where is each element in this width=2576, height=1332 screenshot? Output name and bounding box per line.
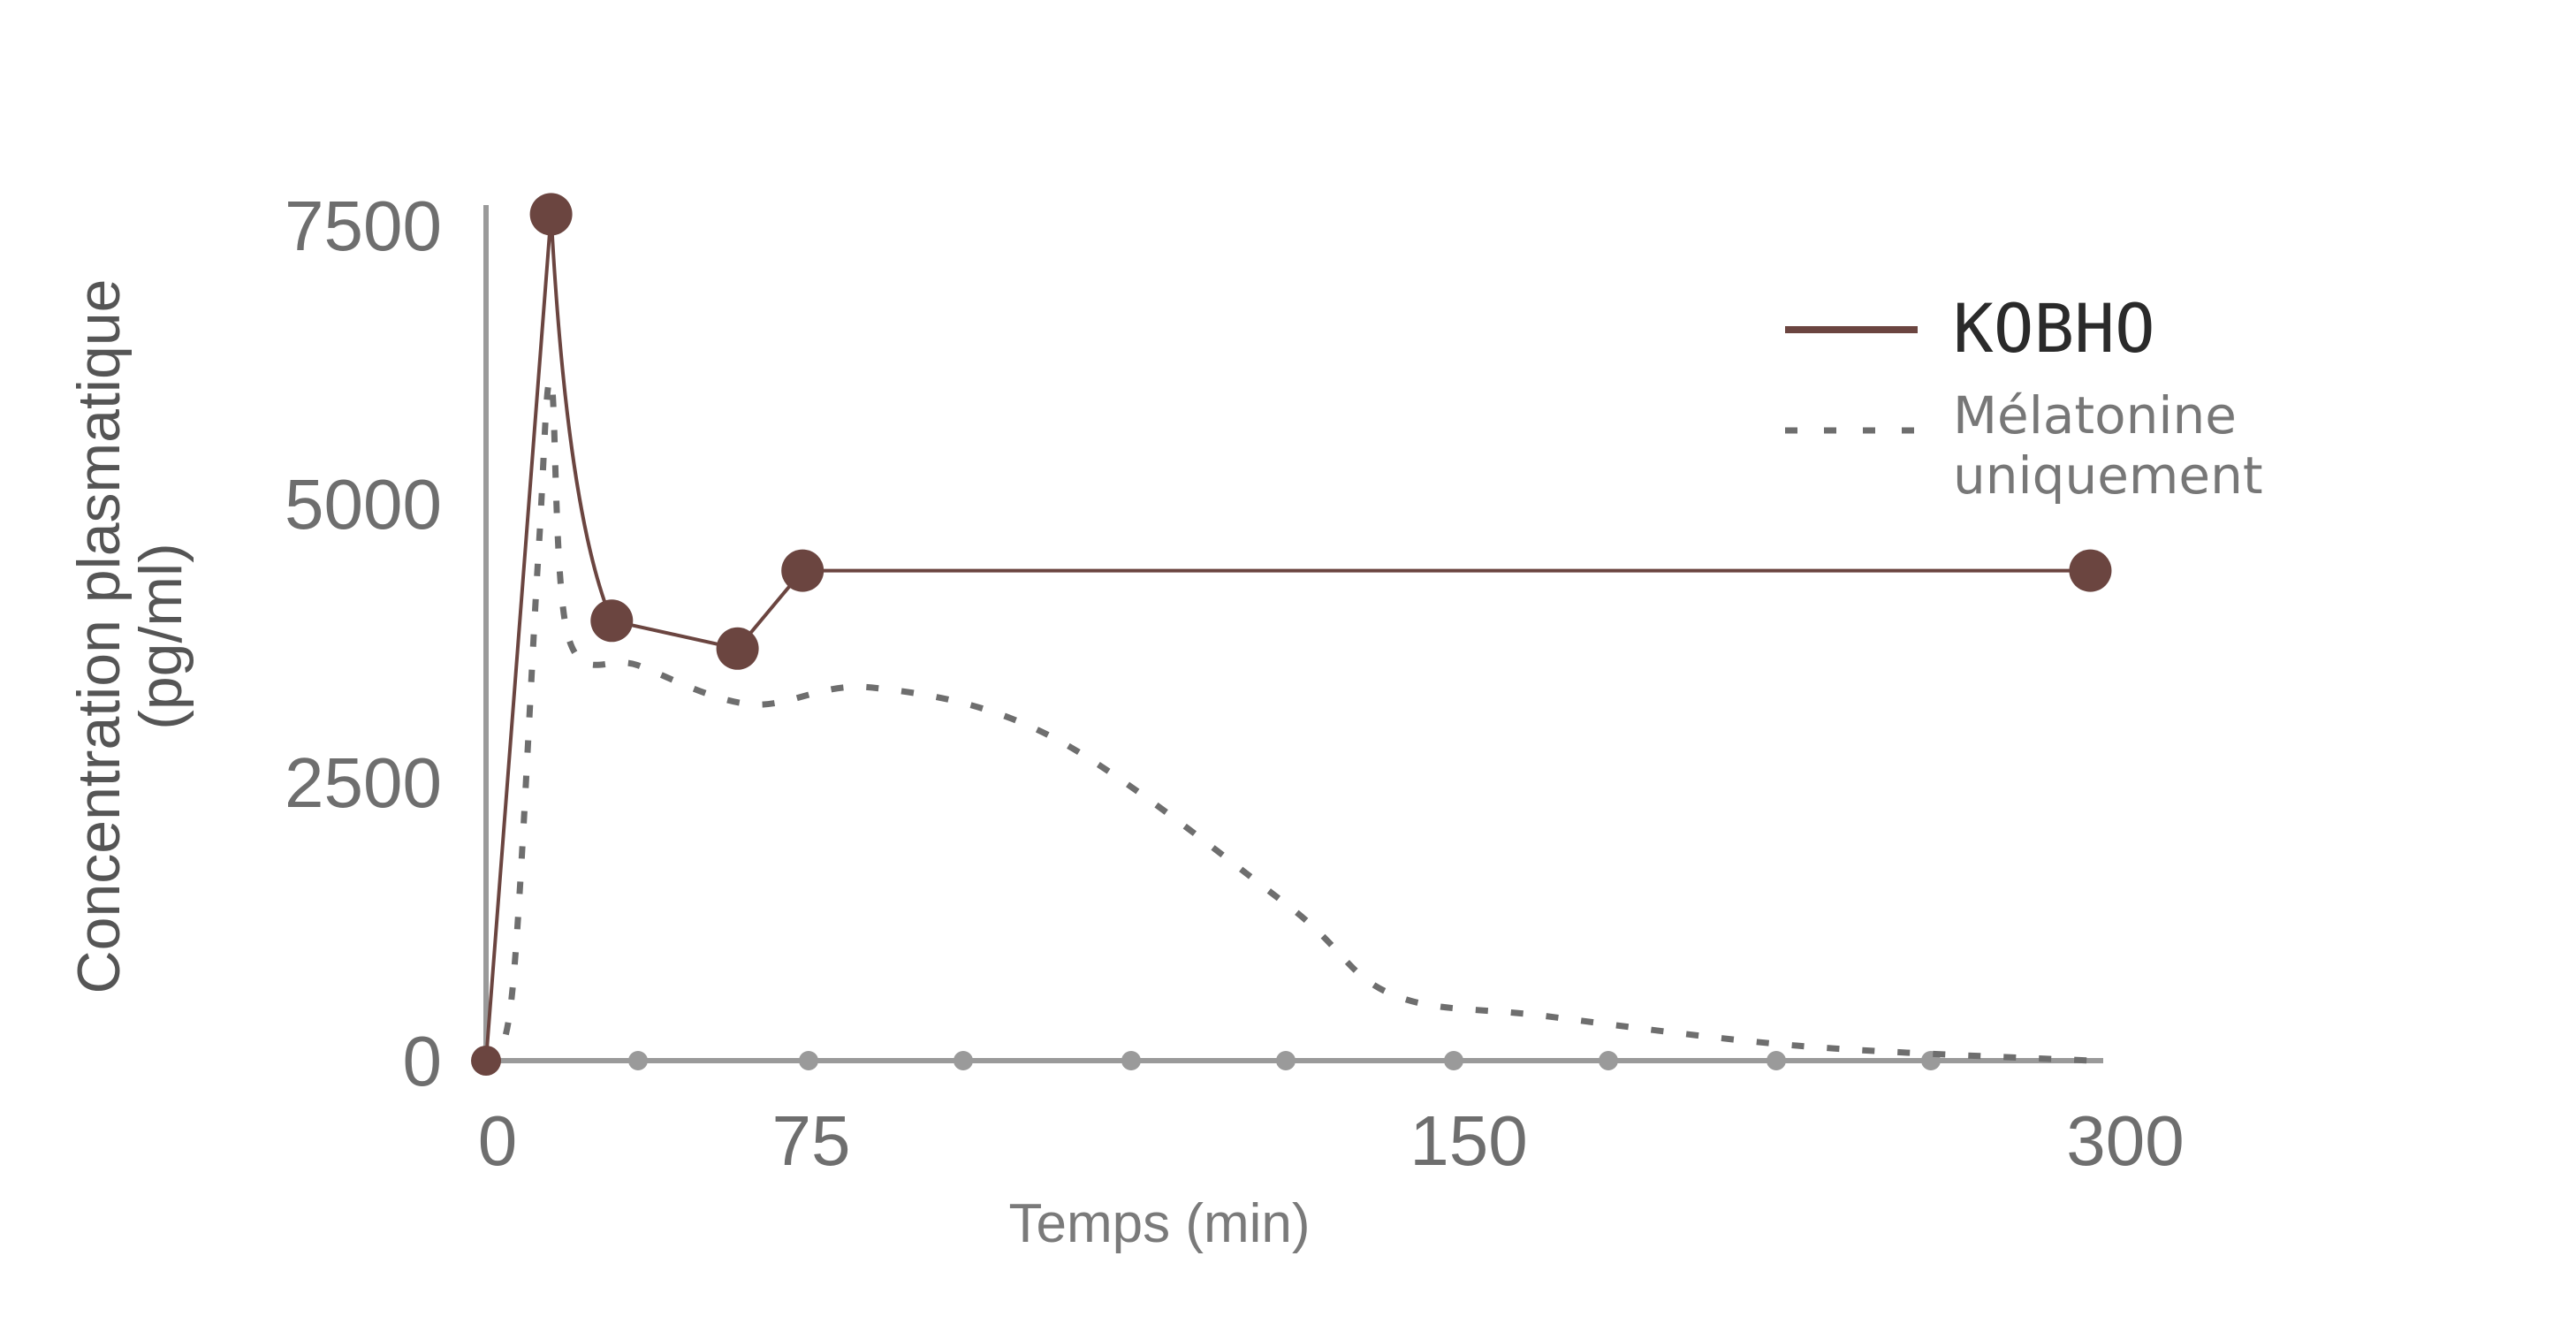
x-axis-marker	[1276, 1051, 1296, 1070]
y-tick-labels: 0 2500 5000 7500	[285, 186, 442, 1100]
x-tick-label: 0	[478, 1101, 518, 1180]
y-tick-label: 5000	[285, 465, 442, 544]
legend: KOBHO Mélatonine uniquement	[1785, 289, 2263, 506]
x-tick-label: 300	[2066, 1101, 2184, 1180]
x-axis-title: Temps (min)	[1008, 1193, 1310, 1254]
x-axis-markers	[476, 1051, 1941, 1070]
series-line-melatonine	[483, 377, 2091, 1064]
x-axis-marker	[1767, 1051, 1786, 1070]
x-axis-marker	[954, 1051, 973, 1070]
data-point-kobho	[716, 627, 759, 670]
x-tick-label: 75	[772, 1101, 851, 1180]
y-tick-label: 2500	[285, 743, 442, 822]
data-point-kobho	[781, 549, 824, 592]
x-axis-marker	[1121, 1051, 1141, 1070]
legend-label-kobho: KOBHO	[1953, 289, 2155, 368]
x-tick-label: 150	[1410, 1101, 1527, 1180]
x-tick-labels: 0 75 150 300	[478, 1101, 2185, 1180]
data-point-kobho	[471, 1046, 501, 1076]
x-axis-marker	[799, 1051, 818, 1070]
legend-label-melatonine-line2: uniquement	[1953, 445, 2263, 506]
y-axis-title-line2: (pg/ml)	[127, 543, 194, 730]
data-point-kobho	[2069, 549, 2112, 592]
series-layer	[471, 193, 2112, 1076]
y-axis-title-line1: Concentration plasmatique	[65, 279, 133, 994]
y-tick-label: 0	[403, 1022, 443, 1100]
x-axis-marker	[628, 1051, 648, 1070]
legend-label-melatonine-line1: Mélatonine	[1953, 385, 2237, 445]
data-point-kobho	[529, 193, 573, 236]
x-axis-marker	[1444, 1051, 1463, 1070]
data-point-kobho	[590, 599, 634, 643]
x-axis-marker	[1599, 1051, 1618, 1070]
y-tick-label: 7500	[285, 186, 442, 265]
